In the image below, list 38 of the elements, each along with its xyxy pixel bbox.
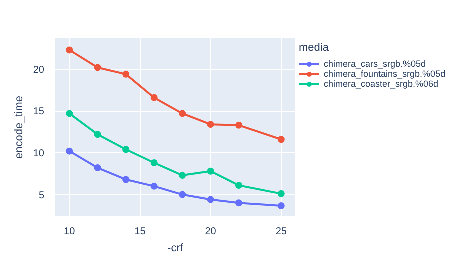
point	[207, 196, 214, 204]
point	[122, 146, 130, 154]
y-tick-label: 15	[33, 106, 45, 118]
y-tick-label: 20	[33, 64, 45, 76]
y-axis-title: encode_time	[13, 96, 26, 159]
point	[66, 148, 74, 155]
point	[179, 172, 186, 180]
point	[278, 190, 285, 198]
point	[207, 168, 214, 175]
point	[236, 200, 243, 207]
point	[207, 121, 214, 128]
point	[150, 94, 158, 102]
legend-label: chimera_fountains_srgb.%05d	[324, 69, 446, 79]
y-tick-label: 5	[38, 190, 45, 202]
point	[66, 110, 74, 118]
point	[66, 46, 74, 54]
x-tick-label: 15	[134, 226, 146, 238]
x-tick-label: 10	[64, 226, 76, 238]
y-tick-label: 10	[33, 148, 45, 160]
point	[179, 191, 186, 198]
x-tick-label: 20	[205, 226, 217, 238]
point	[278, 136, 285, 144]
point	[122, 70, 130, 78]
point	[122, 176, 130, 184]
point	[150, 160, 158, 167]
point	[94, 131, 102, 138]
legend-label: chimera_coaster_srgb.%06d	[324, 79, 439, 89]
point	[236, 122, 243, 129]
legend-title: media	[299, 42, 330, 54]
point	[150, 182, 158, 190]
x-axis-title: -crf	[168, 242, 184, 254]
point	[236, 182, 243, 190]
legend-label: chimera_cars_srgb.%05d	[324, 59, 426, 69]
point	[94, 164, 102, 172]
point	[179, 110, 186, 118]
point	[94, 64, 102, 72]
point	[278, 202, 285, 210]
x-tick-label: 25	[276, 226, 288, 238]
